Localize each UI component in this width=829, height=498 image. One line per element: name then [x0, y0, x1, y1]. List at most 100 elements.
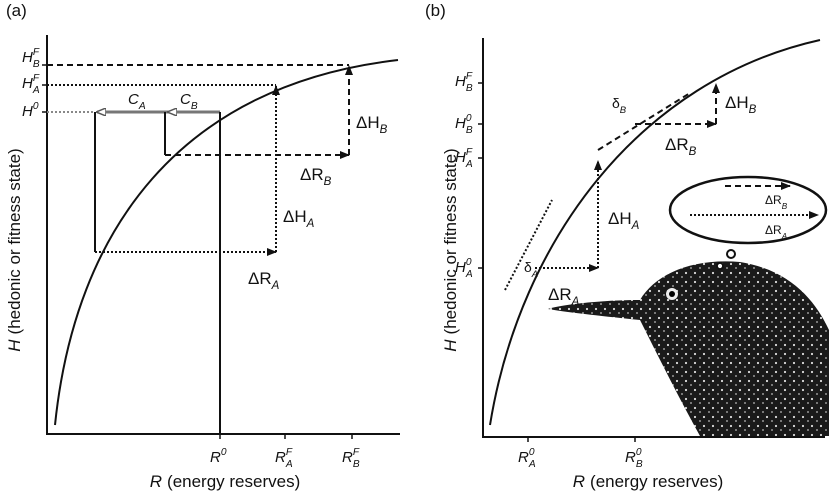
- label-base: ΔR: [548, 285, 572, 304]
- label-sup: 0: [466, 257, 472, 268]
- label-sub: B: [620, 105, 627, 116]
- label-sup: 0: [636, 447, 642, 458]
- label-base: H: [455, 149, 466, 166]
- annotation: ΔHA: [283, 207, 315, 230]
- label-base: ΔH: [608, 209, 632, 228]
- annotation: ΔRA: [248, 269, 280, 292]
- panel-b: [482, 38, 829, 438]
- tangent-a: [504, 199, 553, 291]
- label-base: ΔR: [665, 135, 689, 154]
- label-base: R: [625, 449, 636, 466]
- label-base: R: [210, 449, 221, 466]
- axis-label: R (energy reserves): [573, 472, 724, 491]
- label-sub: B: [782, 202, 788, 211]
- label-sup: 0: [529, 447, 535, 458]
- annotation: ΔHB: [356, 113, 388, 136]
- label-base: R: [342, 449, 353, 466]
- label-sup: F: [286, 447, 293, 458]
- label-sub: A: [138, 101, 146, 112]
- y-tick-label: HF A: [455, 147, 473, 170]
- label-sub: A: [631, 220, 640, 232]
- y-tick-label: H0 A: [455, 257, 473, 280]
- label-sub: A: [306, 218, 315, 230]
- label-sub: A: [781, 232, 787, 241]
- label-base: H: [455, 259, 466, 276]
- axis-symbol: H: [441, 339, 460, 352]
- annotation: ΔHB: [725, 93, 757, 116]
- axis-symbol: R: [150, 472, 162, 491]
- label-sub: A: [465, 159, 473, 170]
- label-sup: F: [466, 71, 473, 82]
- label-base: H: [22, 49, 33, 66]
- annotation: CA: [128, 91, 146, 112]
- x-tick-label: R0 A: [518, 447, 536, 470]
- thought-dot: [716, 262, 724, 270]
- label-base: R: [518, 449, 529, 466]
- axis-text: (hedonic or fitness state): [5, 148, 24, 334]
- label-sub: A: [528, 459, 536, 470]
- label-sub: B: [353, 459, 360, 470]
- axes: [482, 38, 825, 438]
- annotation: ΔRB: [300, 165, 332, 188]
- y-tick-label: HF B: [455, 71, 473, 94]
- label-base: R: [275, 449, 286, 466]
- annotation: ΔRB: [665, 135, 697, 158]
- label-base: H: [22, 103, 33, 120]
- label-base: ΔH: [283, 207, 307, 226]
- starling-pupil: [669, 291, 675, 297]
- x-tick-label: R0 B: [625, 447, 643, 470]
- y-tick-label: H0: [22, 101, 39, 120]
- annotation: CB: [180, 91, 198, 112]
- label-base: ΔH: [356, 113, 380, 132]
- annotation: δB: [612, 95, 627, 116]
- panel-a: [46, 35, 400, 435]
- label-sup: F: [466, 147, 473, 158]
- x-tick-label: RF B: [342, 447, 360, 470]
- axis-label: H (hedonic or fitness state): [5, 148, 24, 351]
- label-sub: A: [465, 269, 473, 280]
- panel-tag: (a): [6, 1, 27, 20]
- label-sub: B: [636, 459, 643, 470]
- thought-bubble: [668, 175, 828, 245]
- axis-text: (hedonic or fitness state): [441, 148, 460, 334]
- label-sub: B: [33, 59, 40, 70]
- label-sub: B: [466, 125, 473, 136]
- y-tick-label: HF B: [22, 47, 40, 70]
- axis-symbol: H: [5, 339, 24, 352]
- label-sub: B: [380, 124, 388, 136]
- x-tick-label: RF A: [275, 447, 293, 470]
- label-sup: F: [353, 447, 360, 458]
- label-base: δ: [524, 259, 532, 275]
- label-sub: A: [285, 459, 293, 470]
- label-base: ΔR: [248, 269, 272, 288]
- annotation: ΔRA: [548, 285, 580, 308]
- label-base: C: [180, 91, 191, 108]
- label-sup: F: [33, 73, 40, 84]
- label-sub: A: [32, 85, 40, 96]
- label-sub: A: [271, 280, 280, 292]
- label-sup: 0: [33, 101, 39, 112]
- panel-tag: (b): [425, 1, 446, 20]
- label-base: ΔH: [725, 93, 749, 112]
- label-sub: A: [571, 296, 580, 308]
- label-sub: B: [466, 83, 473, 94]
- axis-label: R (energy reserves): [150, 472, 301, 491]
- label-sup: F: [33, 47, 40, 58]
- annotation: ΔHA: [608, 209, 640, 232]
- axis-label: H (hedonic or fitness state): [441, 148, 460, 351]
- label-sub: B: [749, 104, 757, 116]
- label-sub: B: [324, 176, 332, 188]
- x-tick-label: R0: [210, 447, 227, 466]
- axis-text: (energy reserves): [167, 472, 300, 491]
- label-base: H: [455, 73, 466, 90]
- label-base: ΔR: [765, 193, 782, 207]
- tangent-b: [597, 92, 691, 151]
- label-sup: 0: [221, 447, 227, 458]
- label-base: H: [22, 75, 33, 92]
- annotation: δA: [524, 259, 538, 280]
- curve: [54, 59, 399, 426]
- label-base: ΔR: [300, 165, 324, 184]
- label-sub: A: [531, 269, 538, 280]
- starling: [548, 261, 829, 436]
